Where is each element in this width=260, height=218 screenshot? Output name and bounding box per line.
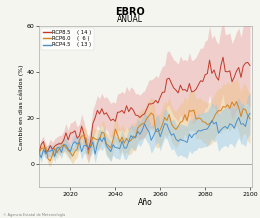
X-axis label: Año: Año	[138, 198, 153, 207]
Y-axis label: Cambio en dias cálidos (%): Cambio en dias cálidos (%)	[19, 64, 24, 150]
Text: EBRO: EBRO	[115, 7, 145, 17]
Text: © Agencia Estatal de Meteorología: © Agencia Estatal de Meteorología	[3, 213, 65, 217]
Text: ANUAL: ANUAL	[117, 15, 143, 24]
Legend: RCP8.5    ( 14 ), RCP6.0    (  6 ), RCP4.5    ( 13 ): RCP8.5 ( 14 ), RCP6.0 ( 6 ), RCP4.5 ( 13…	[41, 28, 94, 50]
